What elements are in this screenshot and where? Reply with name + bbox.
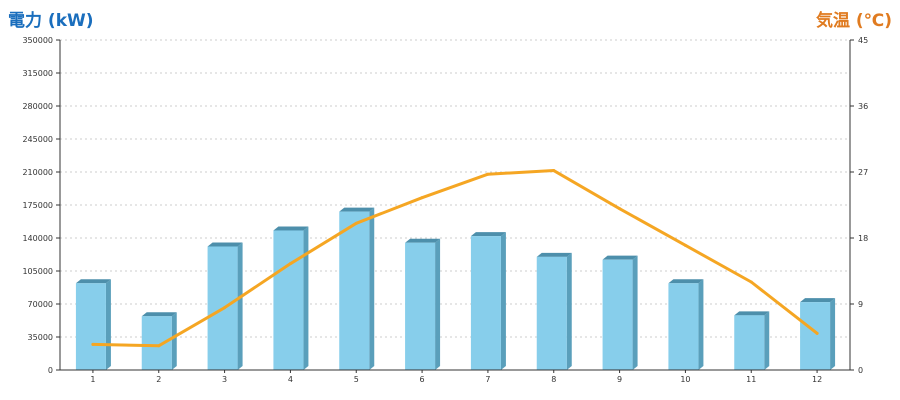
bar-side (500, 232, 506, 370)
bar-top (602, 255, 638, 260)
left-tick-label: 245000 (22, 135, 53, 144)
bar-side (566, 252, 572, 370)
right-tick-label: 18 (858, 234, 868, 243)
bar-side (105, 279, 111, 370)
bar (141, 316, 172, 370)
temperature-point (91, 342, 95, 346)
right-axis-title: 気温 (℃) (815, 11, 892, 31)
x-tick-label: 10 (680, 375, 690, 384)
left-tick-label: 0 (48, 366, 53, 375)
bar-side (435, 238, 441, 370)
left-tick-label: 175000 (22, 201, 53, 210)
bar (470, 236, 501, 370)
x-tick-label: 5 (354, 375, 359, 384)
bar-top (75, 279, 111, 284)
left-axis-title: 電力 (kW) (8, 11, 94, 31)
right-tick-label: 0 (858, 366, 863, 375)
bar-side (171, 312, 177, 370)
grid-lines (60, 39, 850, 338)
right-tick-label: 27 (858, 168, 868, 177)
left-tick-label: 105000 (22, 267, 53, 276)
x-tick-label: 6 (420, 375, 425, 384)
bar-top (734, 311, 770, 316)
bar-top (405, 238, 441, 243)
x-tick-label: 8 (551, 375, 556, 384)
bar-side (698, 279, 704, 370)
bar (734, 315, 765, 370)
bar-top (470, 232, 506, 237)
temperature-point (618, 207, 622, 211)
bar-top (536, 252, 572, 257)
left-tick-label: 140000 (22, 234, 53, 243)
bar-side (369, 207, 375, 370)
temperature-line (91, 169, 819, 348)
bar-side (237, 242, 243, 370)
bar-side (632, 255, 638, 370)
axes (56, 39, 854, 373)
bar-side (303, 226, 309, 370)
x-tick-label: 9 (617, 375, 622, 384)
temperature-point (683, 243, 687, 247)
bar (339, 211, 370, 370)
line-series (91, 169, 819, 348)
bar-top (339, 207, 375, 212)
bar-top (273, 226, 309, 231)
temperature-point (486, 172, 490, 176)
left-tick-label: 210000 (22, 168, 53, 177)
temperature-point (815, 331, 819, 335)
temperature-point (354, 221, 358, 225)
temperature-point (749, 280, 753, 284)
temperature-point (420, 196, 424, 200)
temperature-point (223, 306, 227, 310)
x-tick-label: 3 (222, 375, 227, 384)
bar-top (668, 279, 704, 284)
x-tick-label: 11 (746, 375, 756, 384)
x-tick-label: 1 (90, 375, 95, 384)
left-tick-label: 315000 (22, 69, 53, 78)
bar (273, 230, 304, 370)
bar (405, 242, 436, 370)
bar-top (800, 298, 836, 303)
left-tick-label: 350000 (22, 36, 53, 45)
left-tick-label: 280000 (22, 102, 53, 111)
right-tick-label: 9 (858, 300, 863, 309)
right-tick-label: 45 (858, 36, 868, 45)
x-tick-label: 4 (288, 375, 293, 384)
bar (668, 283, 699, 370)
bar (800, 302, 831, 370)
bar-top (141, 312, 177, 317)
bar-side (764, 311, 770, 370)
x-tick-label: 7 (485, 375, 490, 384)
left-tick-label: 70000 (28, 300, 53, 309)
tick-labels: 0 35000 70000 105000 140000 175000 210000 24500… (22, 36, 868, 384)
temperature-point (288, 262, 292, 266)
bar (602, 259, 633, 370)
bar (75, 283, 106, 370)
x-tick-label: 2 (156, 375, 161, 384)
bar (536, 256, 567, 370)
temperature-point (552, 169, 556, 173)
bar-side (830, 298, 836, 370)
right-tick-label: 36 (858, 102, 868, 111)
bar-top (207, 242, 243, 247)
left-tick-label: 35000 (28, 333, 53, 342)
bar-series (75, 207, 836, 370)
x-tick-label: 12 (812, 375, 822, 384)
temperature-point (157, 344, 161, 348)
